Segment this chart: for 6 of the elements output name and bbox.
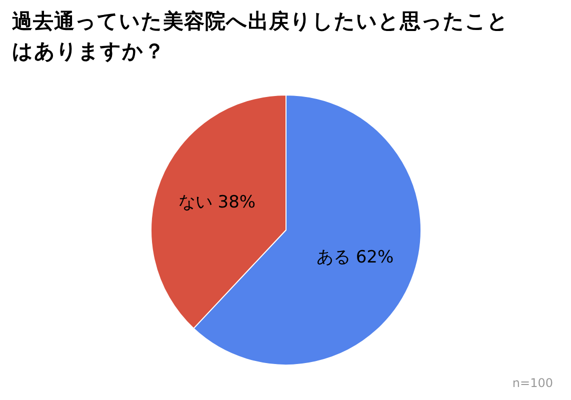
data-label: 38% (212, 192, 256, 212)
data-label: 62% (350, 246, 394, 267)
slice-label: ない (178, 192, 212, 212)
chart-title: 過去通っていた美容院へ出戻りしたいと思ったことはありますか？ (12, 8, 510, 65)
slice-label: ある (316, 246, 350, 267)
text: n=100 (512, 376, 553, 390)
